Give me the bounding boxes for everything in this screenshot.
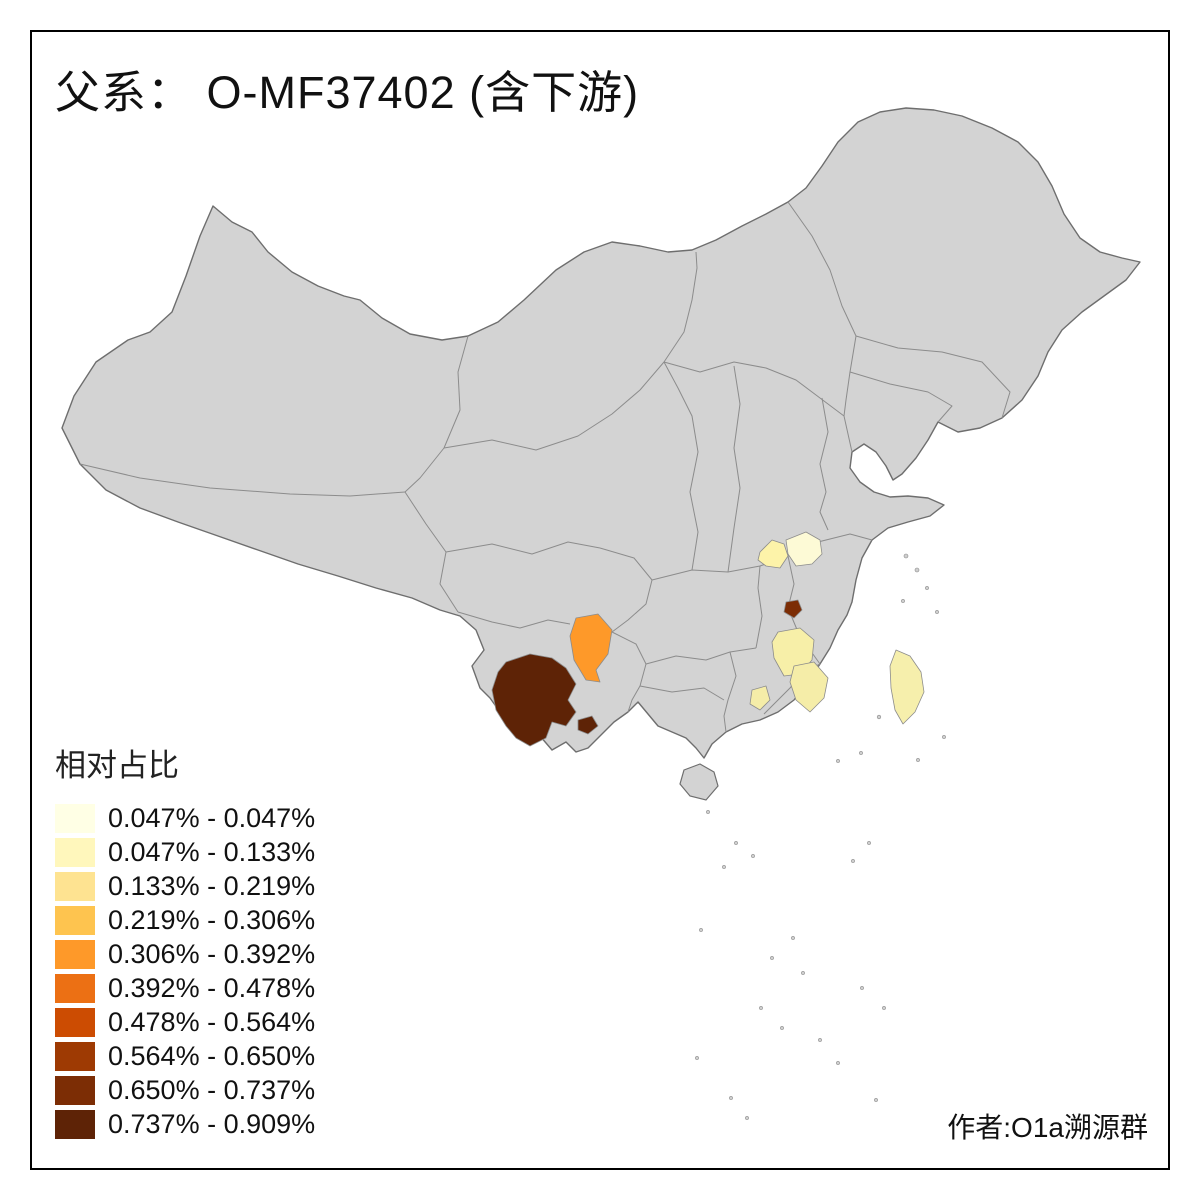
legend-row: 0.047% - 0.133% xyxy=(55,835,315,869)
legend-row: 0.737% - 0.909% xyxy=(55,1107,315,1141)
legend-swatch xyxy=(55,1007,95,1037)
legend-row: 0.564% - 0.650% xyxy=(55,1039,315,1073)
legend-label: 0.392% - 0.478% xyxy=(108,972,316,1003)
region-taiwan-pale xyxy=(889,649,925,725)
legend-row: 0.650% - 0.737% xyxy=(55,1073,315,1107)
legend-label: 0.133% - 0.219% xyxy=(108,870,316,901)
map-title: 父系： O-MF37402 (含下游) xyxy=(55,67,640,118)
legend-label: 0.650% - 0.737% xyxy=(108,1074,316,1105)
small-islands xyxy=(695,553,946,1120)
region-east-dark-dot xyxy=(783,599,803,619)
mainland-outline xyxy=(61,107,1141,759)
legend-label: 0.219% - 0.306% xyxy=(108,904,316,935)
legend-swatch xyxy=(55,1109,95,1139)
highlighted-regions xyxy=(491,531,925,747)
legend-label: 0.306% - 0.392% xyxy=(108,938,316,969)
legend-row: 0.219% - 0.306% xyxy=(55,903,315,937)
legend-swatch xyxy=(55,1041,95,1071)
legend-row: 0.392% - 0.478% xyxy=(55,971,315,1005)
legend-row: 0.047% - 0.047% xyxy=(55,801,315,835)
region-southwest-large-dark xyxy=(491,653,577,747)
legend-label: 0.047% - 0.047% xyxy=(108,802,316,833)
legend-swatch xyxy=(55,803,95,833)
legend-swatch xyxy=(55,837,95,867)
legend-title: 相对占比 xyxy=(55,748,179,783)
province-borders xyxy=(79,201,1011,733)
legend-label: 0.564% - 0.650% xyxy=(108,1040,316,1071)
legend-row: 0.306% - 0.392% xyxy=(55,937,315,971)
region-southwest-small-dark xyxy=(577,715,599,735)
legend-row: 0.478% - 0.564% xyxy=(55,1005,315,1039)
legend-label: 0.478% - 0.564% xyxy=(108,1006,316,1037)
region-south-pale-east xyxy=(789,661,829,713)
region-east-pale-left xyxy=(757,539,789,569)
legend-swatch xyxy=(55,939,95,969)
legend-label: 0.737% - 0.909% xyxy=(108,1108,316,1139)
legend-swatch xyxy=(55,871,95,901)
legend: 相对占比 0.047% - 0.047% 0.047% - 0.133% 0.1… xyxy=(55,740,315,1141)
region-south-pale-small xyxy=(749,685,771,711)
legend-row: 0.133% - 0.219% xyxy=(55,869,315,903)
legend-swatch xyxy=(55,905,95,935)
author-credit: 作者:O1a溯源群 xyxy=(947,1112,1148,1143)
legend-label: 0.047% - 0.133% xyxy=(108,836,316,867)
region-southwest-orange xyxy=(569,613,613,683)
legend-swatch xyxy=(55,973,95,1003)
hainan-island xyxy=(679,763,719,801)
region-east-pale-right xyxy=(785,531,823,567)
legend-swatch xyxy=(55,1075,95,1105)
